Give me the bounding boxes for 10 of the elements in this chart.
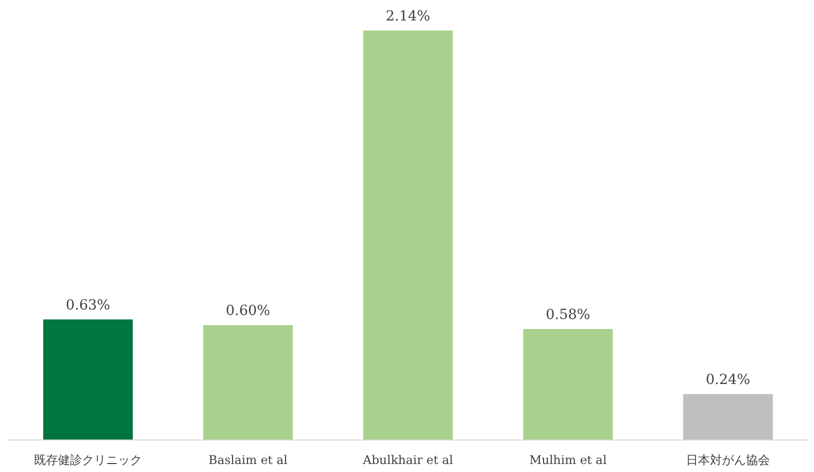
- data-label: 0.60%: [226, 303, 270, 320]
- data-label: 0.63%: [66, 297, 110, 314]
- data-label: 0.58%: [546, 307, 590, 324]
- x-tick-label: Baslaim et al: [208, 453, 288, 467]
- data-label: 0.24%: [706, 372, 750, 388]
- x-tick-label: Mulhim et al: [529, 453, 607, 467]
- x-tick-label: 日本対がん協会: [686, 453, 770, 467]
- x-tick-label: 既存健診クリニック: [34, 453, 142, 467]
- x-tick-label: Abulkhair et al: [362, 453, 454, 467]
- data-label: 2.14%: [386, 8, 430, 24]
